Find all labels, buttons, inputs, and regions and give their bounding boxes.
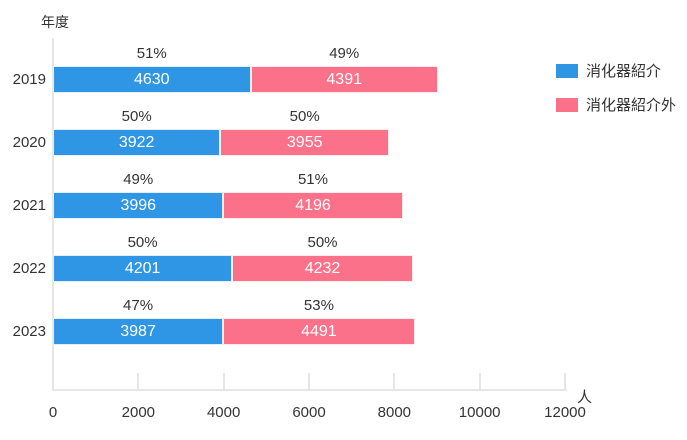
bar-percent-label: 49% [329, 45, 360, 62]
bar-percent-label: 50% [289, 108, 320, 125]
y-axis-category-label: 2019 [12, 71, 46, 88]
y-axis-title: 年度 [41, 14, 69, 30]
bar-segment-referral: 4201 [53, 255, 233, 282]
x-axis-tick-label: 2000 [121, 404, 156, 421]
bar-percent-label: 51% [136, 45, 167, 62]
bar-value-label: 4196 [295, 196, 331, 214]
bar-percent-label: 50% [307, 234, 338, 251]
bar-value-label: 4491 [301, 322, 337, 340]
x-axis-tick [393, 373, 396, 389]
x-axis-tick-label: 0 [48, 404, 58, 421]
bar-segment-referral: 3996 [53, 192, 224, 219]
bar-value-label: 4630 [133, 70, 170, 88]
x-axis-tick-label: 10000 [458, 404, 501, 421]
bar-value-label: 3922 [118, 133, 155, 151]
bar-percent-label: 50% [127, 234, 158, 251]
bar-segment-non-referral: 4491 [223, 318, 415, 345]
x-axis-tick-label: 12000 [544, 404, 586, 421]
bar-percent-label: 49% [123, 171, 154, 188]
legend-label: 消化器紹介外 [586, 97, 677, 114]
x-axis-tick-label: 6000 [292, 404, 326, 421]
x-axis-tick-label: 8000 [377, 404, 412, 421]
bar-segment-referral: 4630 [53, 66, 251, 93]
bar-segment-referral: 3922 [53, 129, 221, 156]
legend-swatch-icon [556, 97, 578, 112]
bar-segment-non-referral: 4232 [232, 255, 413, 282]
bar-percent-label: 47% [123, 297, 154, 314]
x-axis-tick [222, 373, 225, 389]
x-axis-tick [137, 373, 140, 389]
bar-segment-referral: 3987 [53, 318, 224, 345]
legend-swatch-icon [556, 63, 578, 78]
bar-segment-non-referral: 3955 [220, 129, 390, 156]
bar-value-label: 4232 [304, 259, 341, 277]
bar-value-label: 3987 [120, 322, 156, 340]
x-axis-tick-label: 4000 [206, 404, 241, 421]
bar-value-label: 3996 [120, 196, 157, 214]
y-axis-category-label: 2020 [12, 134, 46, 151]
legend-label: 消化器紹介 [586, 63, 662, 80]
y-axis-category-label: 2021 [12, 197, 46, 214]
bar-segment-non-referral: 4196 [223, 192, 403, 219]
bar-value-label: 3955 [286, 133, 323, 151]
bar-percent-label: 50% [121, 108, 152, 125]
bar-percent-label: 53% [303, 297, 334, 314]
x-axis-tick [564, 373, 566, 389]
x-axis-unit-label: 人 [577, 389, 593, 406]
legend: 消化器紹介 消化器紹介外 [556, 60, 676, 128]
bar-value-label: 4391 [326, 70, 362, 88]
bar-segment-non-referral: 4391 [250, 66, 438, 93]
bar-percent-label: 51% [297, 171, 328, 188]
x-axis-tick [478, 373, 481, 389]
x-axis-line [52, 389, 567, 391]
x-axis-tick [308, 373, 310, 389]
legend-item-series-1[interactable]: 消化器紹介外 [556, 94, 676, 115]
bar-value-label: 4201 [124, 259, 161, 277]
y-axis-category-label: 2022 [12, 260, 46, 277]
y-axis-category-label: 2023 [12, 323, 46, 340]
legend-item-series-0[interactable]: 消化器紹介 [556, 60, 676, 81]
